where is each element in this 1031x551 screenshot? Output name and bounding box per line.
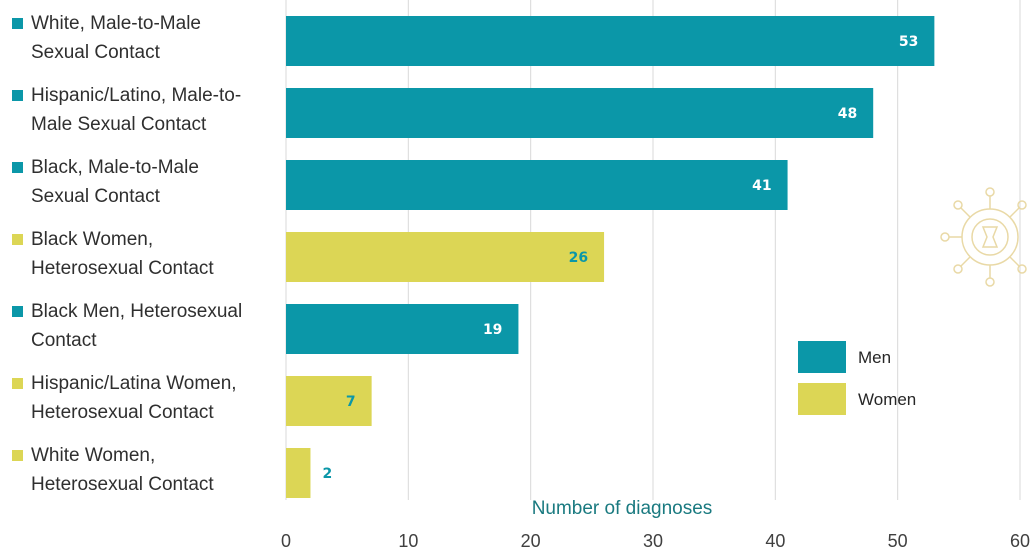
category-label-line: Heterosexual Contact — [31, 402, 214, 423]
category-label-line: Male Sexual Contact — [31, 114, 207, 135]
category-label-line: Black Men, Heterosexual — [31, 301, 242, 322]
bar-3 — [286, 232, 605, 282]
data-label-5: 7 — [346, 394, 356, 410]
x-axis-ticks: 0 10 20 30 40 50 60 — [281, 531, 1030, 551]
category-label-line: White, Male-to-Male — [31, 13, 201, 34]
category-label-4: Black Men, Heterosexual Contact — [31, 301, 242, 351]
bar-5 — [286, 376, 372, 426]
category-label-line: Heterosexual Contact — [31, 474, 214, 495]
category-label-5: Hispanic/Latina Women, Heterosexual Conta… — [31, 373, 237, 423]
x-tick-label-4: 40 — [765, 531, 785, 551]
category-marker-6 — [12, 450, 23, 461]
category-label-1: Hispanic/Latino, Male-to- Male Sexual Con… — [31, 85, 241, 135]
category-label-line: Contact — [31, 330, 97, 351]
x-axis-title: Number of diagnoses — [532, 498, 713, 519]
category-label-2: Black, Male-to-Male Sexual Contact — [31, 157, 199, 207]
bar-4 — [286, 304, 519, 354]
category-labels: White, Male-to-Male Sexual Contact Hispani… — [12, 13, 242, 495]
category-label-line: Black Women, — [31, 229, 153, 250]
legend-swatch-women — [798, 383, 846, 415]
category-label-line: Heterosexual Contact — [31, 258, 214, 279]
category-marker-1 — [12, 90, 23, 101]
bar-2 — [286, 160, 788, 210]
data-label-2: 41 — [752, 178, 771, 194]
legend-swatch-men — [798, 341, 846, 373]
virus-icon — [940, 187, 1027, 287]
category-marker-4 — [12, 306, 23, 317]
category-label-line: Hispanic/Latina Women, — [31, 373, 237, 394]
bar-6 — [286, 448, 311, 498]
category-label-line: White Women, — [31, 445, 155, 466]
category-label-line: Sexual Contact — [31, 42, 161, 63]
data-label-1: 48 — [838, 106, 857, 122]
category-marker-5 — [12, 378, 23, 389]
x-tick-label-2: 20 — [521, 531, 541, 551]
x-tick-label-6: 60 — [1010, 531, 1030, 551]
category-label-0: White, Male-to-Male Sexual Contact — [31, 13, 201, 63]
bars: 53 48 41 26 19 7 2 — [286, 16, 935, 498]
legend-label-men: Men — [858, 348, 891, 367]
legend-label-women: Women — [858, 390, 916, 409]
x-tick-label-1: 10 — [398, 531, 418, 551]
category-marker-3 — [12, 234, 23, 245]
bar-1 — [286, 88, 874, 138]
category-label-line: Hispanic/Latino, Male-to- — [31, 85, 241, 106]
category-label-line: Black, Male-to-Male — [31, 157, 199, 178]
x-tick-label-0: 0 — [281, 531, 291, 551]
category-label-line: Sexual Contact — [31, 186, 161, 207]
data-label-6: 2 — [322, 466, 332, 482]
category-marker-2 — [12, 162, 23, 173]
bar-0 — [286, 16, 935, 66]
legend: Men Women — [798, 341, 916, 415]
x-tick-label-3: 30 — [643, 531, 663, 551]
category-marker-0 — [12, 18, 23, 29]
data-label-4: 19 — [483, 322, 502, 338]
data-label-0: 53 — [899, 34, 918, 50]
x-tick-label-5: 50 — [888, 531, 908, 551]
data-label-3: 26 — [569, 250, 588, 266]
category-label-3: Black Women, Heterosexual Contact — [31, 229, 214, 279]
category-label-6: White Women, Heterosexual Contact — [31, 445, 214, 495]
